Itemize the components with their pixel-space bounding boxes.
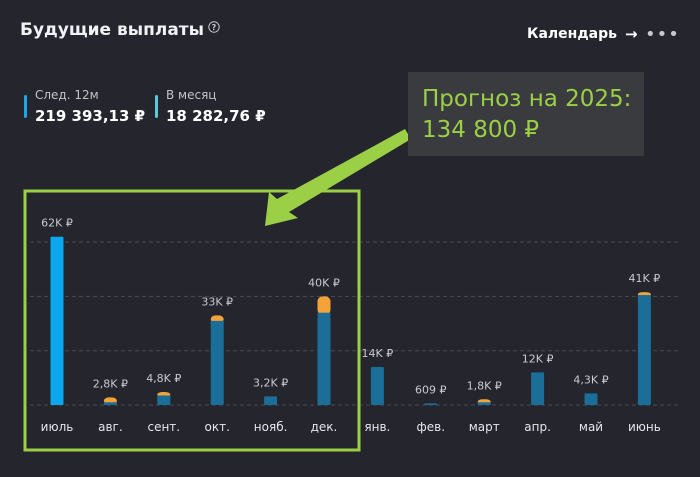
x-tick-label: авг. — [98, 420, 123, 434]
page-title: Будущие выплаты ? — [20, 20, 220, 40]
data-label: 4,3K ₽ — [573, 373, 608, 386]
forecast-amount: 134 800 ₽ — [422, 117, 540, 143]
x-tick-label: нояб. — [254, 420, 288, 434]
x-tick-label: окт. — [204, 420, 229, 434]
pointer-arrow — [265, 129, 411, 226]
arrow-right-icon: → — [624, 25, 638, 43]
bar-primary-edge — [103, 402, 117, 405]
x-tick-label: дек. — [311, 420, 338, 434]
x-tick-label: сент. — [147, 420, 180, 434]
stat-value: 219 393,13 ₽ — [35, 107, 146, 125]
bar-primary[interactable] — [370, 367, 384, 405]
data-label: 62K ₽ — [41, 217, 73, 230]
x-tick-label: май — [579, 420, 603, 434]
bar-primary-edge — [317, 312, 331, 317]
bar-primary[interactable] — [50, 236, 64, 405]
x-tick-label: апр. — [524, 420, 551, 434]
bar-primary[interactable] — [424, 403, 438, 405]
more-horizontal-icon[interactable]: ••• — [645, 24, 680, 45]
x-tick-label: фев. — [417, 420, 446, 434]
stat-color-marker — [24, 95, 27, 118]
data-label: 41K ₽ — [629, 272, 661, 285]
data-label: 12K ₽ — [522, 352, 554, 365]
bar-primary[interactable] — [637, 295, 651, 405]
svg-text:?: ? — [212, 23, 217, 32]
data-label: 2,8K ₽ — [93, 377, 128, 390]
bar-primary[interactable] — [210, 320, 224, 405]
bar-primary[interactable] — [531, 372, 545, 405]
data-label: 4,8K ₽ — [146, 372, 181, 385]
x-tick-label: март — [469, 420, 500, 434]
bar-primary-edge — [637, 295, 651, 300]
stat-label: В месяц — [166, 88, 217, 102]
bar-primary-edge — [210, 320, 224, 325]
data-label: 3,2K ₽ — [253, 376, 288, 389]
bar-secondary[interactable] — [317, 296, 331, 315]
bar-primary-edge — [157, 395, 171, 400]
bar-primary-edge — [477, 402, 491, 405]
highlight-frame — [23, 189, 361, 452]
x-tick-label: июнь — [628, 420, 661, 434]
data-label: 609 ₽ — [415, 383, 447, 396]
stat-value: 18 282,76 ₽ — [166, 107, 266, 125]
bar-primary[interactable] — [584, 393, 598, 405]
title-text: Будущие выплаты — [20, 20, 205, 40]
bar-primary[interactable] — [317, 312, 331, 405]
calendar-link[interactable]: Календарь → — [527, 25, 638, 43]
help-circle-icon[interactable]: ? — [208, 21, 220, 33]
data-label: 14K ₽ — [362, 347, 394, 360]
calendar-label: Календарь — [527, 26, 617, 42]
bar-primary[interactable] — [264, 396, 278, 405]
data-label: 1,8K ₽ — [467, 379, 502, 392]
stat-color-marker — [155, 95, 158, 118]
x-tick-label: июль — [41, 420, 74, 434]
stat-label: След. 12м — [35, 88, 99, 102]
x-tick-label: янв. — [364, 420, 390, 434]
forecast-title: Прогноз на 2025: — [422, 86, 632, 112]
data-label: 40K ₽ — [308, 276, 340, 289]
data-label: 33K ₽ — [201, 295, 233, 308]
forecast-annotation: Прогноз на 2025: 134 800 ₽ — [408, 72, 644, 156]
